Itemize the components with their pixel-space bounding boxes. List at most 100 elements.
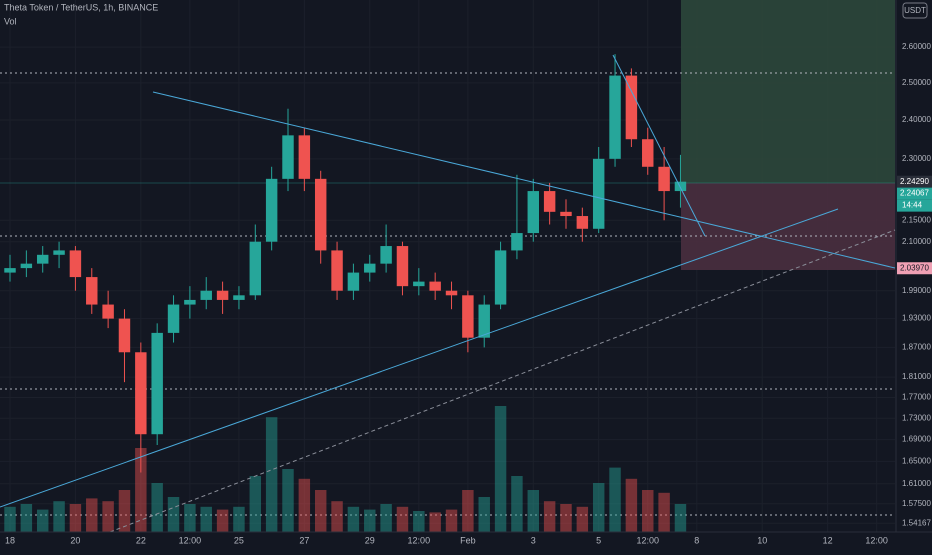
volume-bar — [69, 504, 82, 532]
candle-body — [282, 135, 294, 179]
candle-body — [674, 181, 687, 192]
candle-body — [543, 191, 556, 212]
price-label: 2.24290 — [900, 177, 929, 186]
x-tick-label: 27 — [299, 535, 309, 545]
volume-bar — [233, 506, 245, 532]
chart-title: Theta Token / TetherUS, 1h, BINANCE — [4, 2, 158, 12]
candle-body — [184, 299, 196, 305]
y-tick-label: 1.65000 — [902, 457, 931, 466]
trendline — [0, 208, 839, 508]
candle-body — [36, 254, 49, 264]
y-tick-label: 1.57500 — [902, 499, 931, 508]
price-label-box — [897, 187, 932, 200]
candle-body — [151, 332, 163, 435]
x-tick-label: 20 — [70, 535, 80, 545]
x-tick-label: 3 — [531, 535, 536, 545]
volume-bar — [592, 483, 605, 532]
y-tick-label: 2.50000 — [902, 78, 931, 87]
candle-body — [298, 135, 311, 179]
candle-body — [478, 304, 490, 338]
volume-bar — [184, 504, 196, 532]
volume-bar — [347, 506, 360, 532]
x-tick-label: 12:00 — [865, 535, 888, 545]
y-tick-label: 2.15000 — [902, 215, 931, 224]
x-tick-label: 5 — [596, 535, 601, 545]
candle-body — [314, 178, 327, 251]
candle-body — [249, 241, 262, 296]
volume-bar — [314, 490, 327, 532]
candle-body — [445, 290, 458, 296]
levels — [0, 72, 895, 516]
volume-bar — [167, 497, 180, 532]
y-tick-label: 1.61000 — [902, 479, 931, 488]
candle-body — [380, 246, 392, 264]
volume-bar — [53, 501, 65, 532]
y-tick-label: 1.69000 — [902, 435, 931, 444]
countdown: 14:44 — [902, 201, 923, 210]
x-tick-label: 18 — [5, 535, 15, 545]
trendline — [612, 54, 706, 237]
y-tick-label: 1.99000 — [902, 286, 931, 295]
candle-body — [265, 178, 278, 242]
candle-body — [494, 250, 507, 305]
volume-bar — [331, 501, 343, 532]
volume-bar — [576, 506, 589, 532]
volume-bar — [20, 504, 33, 532]
candle-body — [135, 352, 147, 435]
volume-bar — [609, 467, 621, 532]
volume — [4, 406, 687, 532]
trendline — [152, 91, 896, 269]
candle-body — [560, 211, 572, 217]
x-tick-label: 22 — [136, 535, 146, 545]
candle-body — [642, 139, 654, 167]
candle-body — [364, 263, 376, 273]
volume-bar — [298, 478, 311, 532]
candle-body — [462, 295, 474, 338]
candle-body — [625, 75, 638, 140]
volume-bar — [527, 490, 540, 532]
volume-bar — [282, 469, 294, 532]
volume-bar — [478, 497, 490, 532]
volume-bar — [4, 506, 16, 532]
volume-bar — [364, 509, 376, 532]
profit-zone — [681, 0, 895, 183]
candle-body — [69, 250, 82, 278]
volume-label: Vol — [4, 16, 17, 26]
candle-body — [233, 295, 245, 300]
y-tick-label: 2.60000 — [902, 42, 931, 51]
x-tick-label: 10 — [757, 535, 767, 545]
x-tick-label: 25 — [234, 535, 244, 545]
candle-body — [331, 250, 343, 291]
volume-bar — [658, 492, 670, 532]
candle-body — [429, 281, 441, 291]
volume-bar — [36, 509, 49, 532]
x-tick-label: 12 — [823, 535, 833, 545]
trendlines — [0, 54, 896, 533]
y-tick-label: 1.73000 — [902, 413, 931, 422]
candle-body — [118, 318, 131, 353]
volume-bar — [445, 509, 458, 532]
candle-body — [53, 250, 65, 255]
x-tick-label: 12:00 — [179, 535, 202, 545]
volume-bar — [380, 504, 392, 532]
price-label-box — [897, 262, 932, 275]
y-tick-label: 1.81000 — [902, 372, 931, 381]
countdown-box — [897, 199, 932, 212]
candle-body — [658, 166, 670, 192]
currency: USDT — [904, 6, 926, 15]
candle-body — [86, 277, 98, 305]
candle-body — [347, 272, 360, 291]
volume-bar — [462, 490, 474, 532]
volume-bar — [543, 501, 556, 532]
candle-body — [102, 304, 114, 319]
candle-body — [592, 158, 605, 229]
y-tick-label: 1.93000 — [902, 314, 931, 323]
x-tick-label: 8 — [694, 535, 699, 545]
y-tick-label: 2.30000 — [902, 154, 931, 163]
volume-bar — [560, 504, 572, 532]
candle-body — [200, 290, 212, 300]
currency-badge — [902, 2, 928, 19]
volume-bar — [135, 448, 147, 532]
y-tick-label: 1.87000 — [902, 342, 931, 351]
candle-body — [576, 216, 589, 229]
